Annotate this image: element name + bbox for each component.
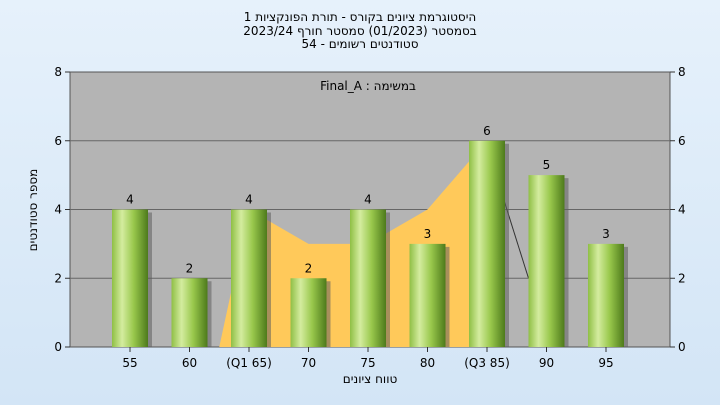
- data-label: 2: [186, 261, 194, 275]
- x-tick-label: 70: [301, 356, 316, 370]
- bar: [171, 278, 208, 347]
- x-tick-label: (Q3 85): [464, 356, 510, 370]
- data-label: 2: [305, 261, 313, 275]
- x-tick-label: 55: [122, 356, 137, 370]
- x-tick-label: 80: [420, 356, 435, 370]
- y-tick-label-right: 0: [678, 340, 686, 354]
- x-tick-label: 95: [598, 356, 613, 370]
- bar: [290, 278, 327, 347]
- data-label: 5: [543, 158, 551, 172]
- bar: [588, 243, 624, 347]
- x-tick-label: 90: [539, 356, 554, 370]
- bar: [231, 209, 267, 347]
- y-tick-label-right: 8: [678, 65, 686, 79]
- data-label: 3: [602, 227, 610, 241]
- annotation-label: במשימה : Final_A: [320, 79, 416, 93]
- chart-title-line3: סטודנטים רשומים - 54: [301, 37, 418, 51]
- y-axis-left: 0 2 4 6 8: [54, 65, 70, 354]
- chart-title-line1: היסטוגרמת ציונים בקורס - תורת הפונקציות …: [244, 10, 476, 24]
- y-tick-label-right: 2: [678, 271, 686, 285]
- y-tick-label-left: 8: [54, 65, 62, 79]
- x-tick-label: 60: [182, 356, 197, 370]
- x-tick-label: 75: [360, 356, 375, 370]
- bar: [112, 209, 148, 347]
- bar-series: 4 2 4 2 4 3 6 5 3: [112, 124, 628, 347]
- x-tick-label: (Q1 65): [226, 356, 272, 370]
- data-label: 3: [424, 227, 432, 241]
- x-axis: 55 60 (Q1 65) 70 75 80 (Q3 85) 90 95: [122, 347, 614, 370]
- data-label: 6: [483, 124, 491, 138]
- y-tick-label-left: 6: [54, 134, 62, 148]
- bar: [469, 140, 505, 347]
- bar: [409, 243, 446, 347]
- chart-title-line2: בסמסטר (01/2023) סמסטר חורף 2023/24: [243, 24, 476, 38]
- y-tick-label-right: 6: [678, 134, 686, 148]
- data-label: 4: [126, 193, 134, 207]
- bar: [528, 175, 565, 347]
- y-tick-label-left: 0: [54, 340, 62, 354]
- y-tick-label-right: 4: [678, 203, 686, 217]
- data-label: 4: [245, 193, 253, 207]
- y-axis-title: מספר סטודנטים: [26, 169, 40, 252]
- y-tick-label-left: 4: [54, 203, 62, 217]
- bar: [350, 209, 386, 347]
- y-axis-right: 0 2 4 6 8: [670, 65, 686, 354]
- y-tick-label-left: 2: [54, 271, 62, 285]
- data-label: 4: [364, 193, 372, 207]
- x-axis-title: טווח ציונים: [343, 372, 398, 386]
